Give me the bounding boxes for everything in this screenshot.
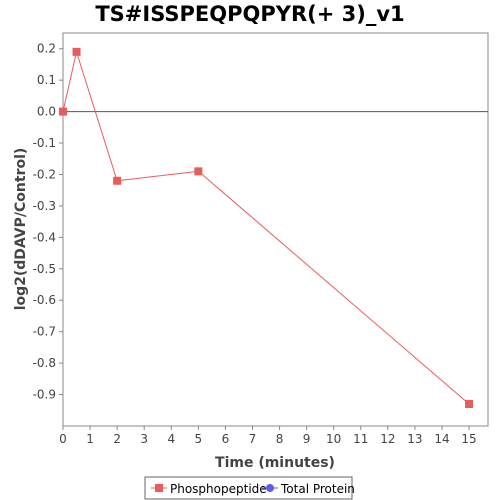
- data-point: [59, 107, 67, 116]
- legend-box: [144, 476, 353, 500]
- x-tick-label: 1: [86, 432, 94, 446]
- data-point: [194, 167, 203, 176]
- data-point: [465, 399, 474, 408]
- x-axis-ticks: 0 1 2 3 4 5 6 7 8 9 10 11 12 13 14 15: [59, 426, 477, 446]
- y-axis-title: log2(dDAVP/Control): [13, 148, 29, 311]
- x-tick-label: 13: [407, 432, 422, 446]
- data-point: [113, 176, 122, 185]
- x-tick-label: 3: [140, 432, 148, 446]
- x-tick-label: 10: [326, 432, 341, 446]
- x-tick-label: 14: [434, 432, 449, 446]
- series-layer: [59, 47, 488, 408]
- x-tick-label: 9: [303, 432, 311, 446]
- x-tick-label: 4: [167, 432, 175, 446]
- legend-phospho-marker: [155, 484, 163, 492]
- x-tick-label: 12: [380, 432, 395, 446]
- legend-total-label: Total Protein: [280, 482, 355, 496]
- plot-area: [62, 32, 489, 427]
- y-tick-label: 0.1: [37, 73, 56, 87]
- x-tick-label: 7: [249, 432, 257, 446]
- y-tick-label: -0.2: [33, 167, 56, 181]
- data-point: [72, 47, 81, 56]
- y-tick-label: 0.2: [37, 42, 56, 56]
- y-tick-label: -0.6: [33, 293, 56, 307]
- y-tick-label: 0.0: [37, 105, 56, 119]
- y-tick-label: -0.1: [33, 136, 56, 150]
- chart-title: TS#ISSPEQPQPYR(+ 3)_v1: [95, 2, 405, 26]
- x-tick-label: 15: [461, 432, 476, 446]
- y-tick-label: -0.9: [33, 388, 56, 402]
- x-axis-title: Time (minutes): [215, 455, 335, 471]
- legend-total-marker: [266, 484, 274, 492]
- x-tick-label: 5: [195, 432, 203, 446]
- y-axis-ticks: 0.2 0.1 0.0 -0.1 -0.2 -0.3 -0.4 -0.5 -0.6 -0.7 -0.…: [33, 42, 63, 402]
- y-tick-label: -0.5: [33, 262, 56, 276]
- x-tick-label: 0: [59, 432, 67, 446]
- legend-phospho-label: Phosphopeptide: [170, 482, 267, 496]
- y-tick-label: -0.3: [33, 199, 56, 213]
- x-tick-label: 2: [113, 432, 121, 446]
- y-tick-label: -0.8: [33, 356, 56, 370]
- y-tick-label: -0.7: [33, 325, 56, 339]
- y-tick-label: -0.4: [33, 230, 56, 244]
- x-tick-label: 6: [222, 432, 230, 446]
- legend: Phosphopeptide Total Protein: [144, 476, 355, 500]
- x-tick-label: 8: [276, 432, 284, 446]
- x-tick-label: 11: [353, 432, 368, 446]
